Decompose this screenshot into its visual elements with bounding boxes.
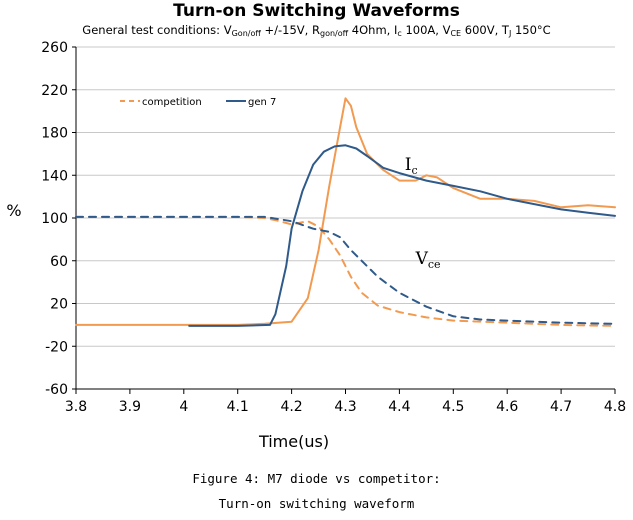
y-tick-label: 60	[50, 254, 68, 270]
x-tick-label: 4.5	[442, 399, 464, 415]
grid-lines	[76, 46, 615, 347]
y-tick-label: 260	[41, 40, 68, 56]
y-tick-labels: 260 220 180 140 100 60 20 -20 -60	[41, 40, 68, 398]
x-tick-label: 4.3	[334, 399, 356, 415]
y-axis-label: %	[6, 201, 21, 220]
x-tick-label: 4.2	[280, 399, 302, 415]
x-tick-label: 4.7	[550, 399, 572, 415]
x-tick-label: 4.6	[496, 399, 518, 415]
y-tick-label: -60	[45, 382, 68, 398]
series-lines	[75, 97, 616, 327]
y-tick-label: 20	[50, 297, 68, 313]
legend-label-competition: competition	[142, 97, 202, 108]
x-tick-label: 4.4	[388, 399, 410, 415]
figure-caption-line-2: Turn-on switching waveform	[218, 496, 415, 511]
y-tick-label: -20	[45, 339, 68, 355]
figure-caption-line-1: Figure 4: M7 diode vs competitor:	[192, 471, 441, 486]
chart-canvas: 260 220 180 140 100 60 20 -20 -60 3.8 3.9 4 4.1 4.2 4…	[6, 40, 626, 451]
annotation-ic: Ic	[405, 155, 418, 177]
series-line-competition-vce	[75, 215, 616, 327]
y-tick-label: 100	[41, 211, 68, 227]
legend-label-gen-7: gen 7	[248, 97, 276, 108]
x-tick-label: 4	[179, 399, 188, 415]
x-tick-label: 3.9	[119, 399, 141, 415]
y-tick-label: 180	[41, 126, 68, 142]
axes	[72, 46, 616, 394]
chart-title: Turn-on Switching Waveforms	[173, 1, 460, 21]
x-tick-labels: 3.8 3.9 4 4.1 4.2 4.3 4.4 4.5 4.6 4.7 4.8	[65, 399, 626, 415]
legend: competition gen 7	[120, 97, 276, 108]
y-tick-label: 140	[41, 168, 68, 184]
x-axis-label: Time(us)	[258, 432, 329, 451]
x-tick-label: 3.8	[65, 399, 87, 415]
annotation-vce: Vce	[415, 249, 441, 271]
annotations: Ic Vce	[405, 155, 441, 271]
y-tick-label: 220	[41, 83, 68, 99]
x-tick-label: 4.8	[604, 399, 626, 415]
series-line-gen-7-vce	[75, 215, 616, 325]
chart-subtitle: General test conditions: VGon/off +/-15V…	[82, 23, 551, 38]
x-tick-label: 4.1	[227, 399, 249, 415]
series-line-gen-7-ic	[188, 144, 616, 327]
